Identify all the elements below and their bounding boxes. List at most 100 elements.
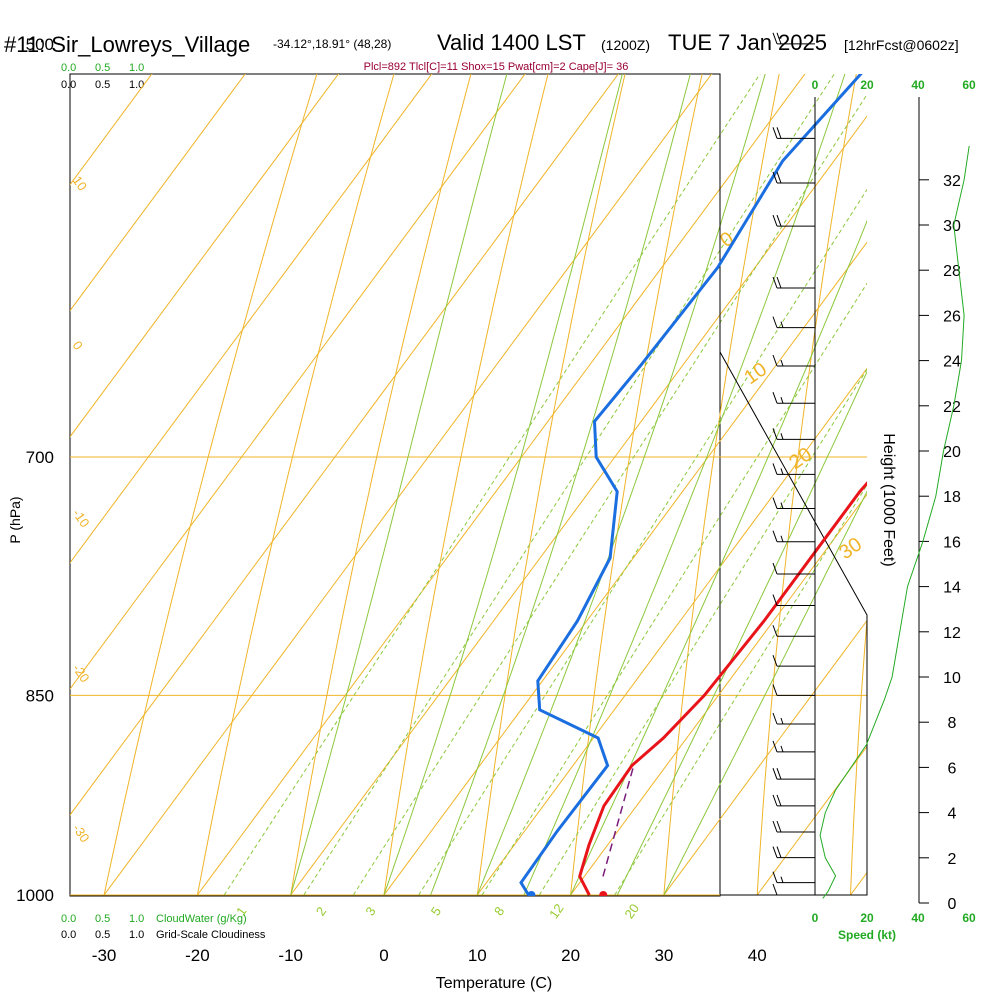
isotherm-right-label-2: 20: [785, 443, 816, 474]
height-tick-30: 30: [943, 218, 961, 235]
cloud-scale-top-green-1: 0.5: [95, 62, 110, 74]
pressure-tick-1000: 1000: [16, 886, 54, 905]
temperature-tick--20: -20: [185, 946, 210, 965]
height-tick-18: 18: [943, 489, 961, 506]
wind-barb-11: [772, 214, 815, 227]
moist-adiabat-15: [523, 74, 846, 896]
moist-adiabat-10: [476, 74, 766, 896]
wind-barb-full: [772, 214, 778, 227]
wind-barb-half: [780, 468, 784, 475]
cloud-scale-bottom-green-0: 0.0: [61, 913, 76, 925]
cloud-scale-bottom-black-0: 0.0: [61, 929, 76, 941]
temperature-tick--30: -30: [92, 946, 117, 965]
mixing-ratio-label-12: 12: [546, 901, 567, 921]
wind-barb-28: [772, 794, 815, 807]
wind-barb-18: [772, 497, 815, 510]
isotherm-right-label-3: 30: [835, 533, 866, 564]
speed-top-60: 60: [962, 78, 976, 92]
x-axis-title: Temperature (C): [436, 975, 552, 992]
isotherm-left-label-3: -20: [70, 661, 93, 685]
wind-barb-full: [772, 794, 778, 807]
cloud-scale-bottom-black-2: 1.0: [129, 929, 144, 941]
isotherm--40: [70, 74, 619, 816]
moist-adiabat-5: [430, 74, 691, 896]
utc-time: (1200Z): [601, 37, 650, 53]
cloud-scale-bottom-green-1: 0.5: [95, 913, 110, 925]
wind-barb-half: [780, 502, 784, 509]
station-title: #11: Sir_Lowreys_Village: [4, 32, 250, 57]
wind-barb-full: [776, 32, 782, 44]
wind-barb-25: [772, 712, 815, 725]
wind-barb-full: [772, 883, 778, 896]
wind-barb-half: [780, 321, 784, 328]
wind-barb-13: [772, 316, 815, 329]
mixing-ratio-line-8: [481, 282, 867, 896]
cloud-scale-top-black-1: 0.5: [95, 79, 110, 91]
pressure-tick-500: 500: [26, 35, 54, 54]
wind-barb-half: [780, 359, 784, 367]
dry-adiabat-10: [476, 74, 626, 896]
wind-barb-half: [780, 717, 784, 725]
wind-barb-full: [776, 846, 782, 858]
isotherm-50: [850, 871, 867, 896]
mixing-ratio-label-8: 8: [491, 904, 507, 919]
wind-barb-full: [776, 276, 782, 289]
height-tick-2: 2: [948, 851, 957, 868]
isotherm-0: [383, 241, 867, 896]
height-tick-0: 0: [948, 896, 957, 913]
isotherm--20: [196, 74, 806, 896]
temperature-tick-20: 20: [561, 946, 580, 965]
wind-barb-9: [772, 127, 815, 139]
wind-barb-full: [772, 530, 778, 542]
wind-barb-full: [772, 392, 778, 404]
mixing-ratio-line-5: [418, 188, 867, 896]
wind-barb-full: [772, 316, 778, 328]
plot-frame: [69, 73, 721, 897]
cloud-scale-bottom-green-2: 1.0: [129, 913, 144, 925]
isotherm-30: [663, 619, 867, 896]
wind-barb-full: [772, 276, 778, 289]
height-tick-16: 16: [943, 534, 961, 551]
wind-barb-full: [772, 32, 778, 44]
isotherm-left-label-2: -10: [70, 506, 93, 530]
temperature-tick-40: 40: [748, 946, 767, 965]
speed-bottom-0: 0: [812, 911, 819, 925]
wind-barb-full: [772, 562, 778, 575]
wind-barb-full: [772, 625, 778, 637]
moist-adiabat-30: [663, 490, 867, 896]
wind-barb-full: [772, 463, 778, 475]
cloud-scale-top-black-2: 1.0: [129, 79, 144, 91]
height-tick-14: 14: [943, 580, 961, 597]
wind-barb-31: [772, 871, 815, 884]
wind-barb-23: [772, 655, 815, 667]
speed-bottom-60: 60: [962, 911, 976, 925]
height-tick-4: 4: [948, 806, 957, 823]
moist-adiabat-25: [616, 370, 867, 896]
wind-barb-full: [772, 127, 778, 139]
wind-barb-12: [772, 276, 815, 289]
wind-barb-half: [780, 876, 784, 883]
height-axis-title: Height (1000 Feet): [880, 433, 897, 566]
moist-adiabat--10: [290, 74, 508, 896]
mixing-ratio-label-20: 20: [621, 901, 642, 921]
wind-barb-8: [772, 32, 815, 45]
wind-barb-full: [772, 428, 778, 440]
wind-barb-27: [772, 768, 815, 780]
cloudwater-label: CloudWater (g/Kg): [156, 913, 247, 925]
wind-barb-full: [772, 820, 778, 833]
temperature-tick--10: -10: [278, 946, 303, 965]
height-tick-10: 10: [943, 670, 961, 687]
plot-boundary: [719, 74, 868, 896]
stability-indices: Plcl=892 Tlcl[C]=11 Shox=15 Pwat[cm]=2 C…: [364, 61, 629, 73]
wind-barb-full: [772, 740, 778, 753]
wind-barb-full: [776, 214, 782, 227]
temperature-tick-0: 0: [379, 946, 388, 965]
wind-barb-22: [772, 625, 815, 637]
dry-adiabat--20: [196, 74, 395, 896]
forecast-date: TUE 7 Jan 2025: [668, 30, 827, 55]
temperature-tick-10: 10: [468, 946, 487, 965]
speed-top-40: 40: [911, 78, 925, 92]
wind-barb-15: [772, 392, 815, 404]
dry-adiabat-30: [663, 74, 780, 896]
